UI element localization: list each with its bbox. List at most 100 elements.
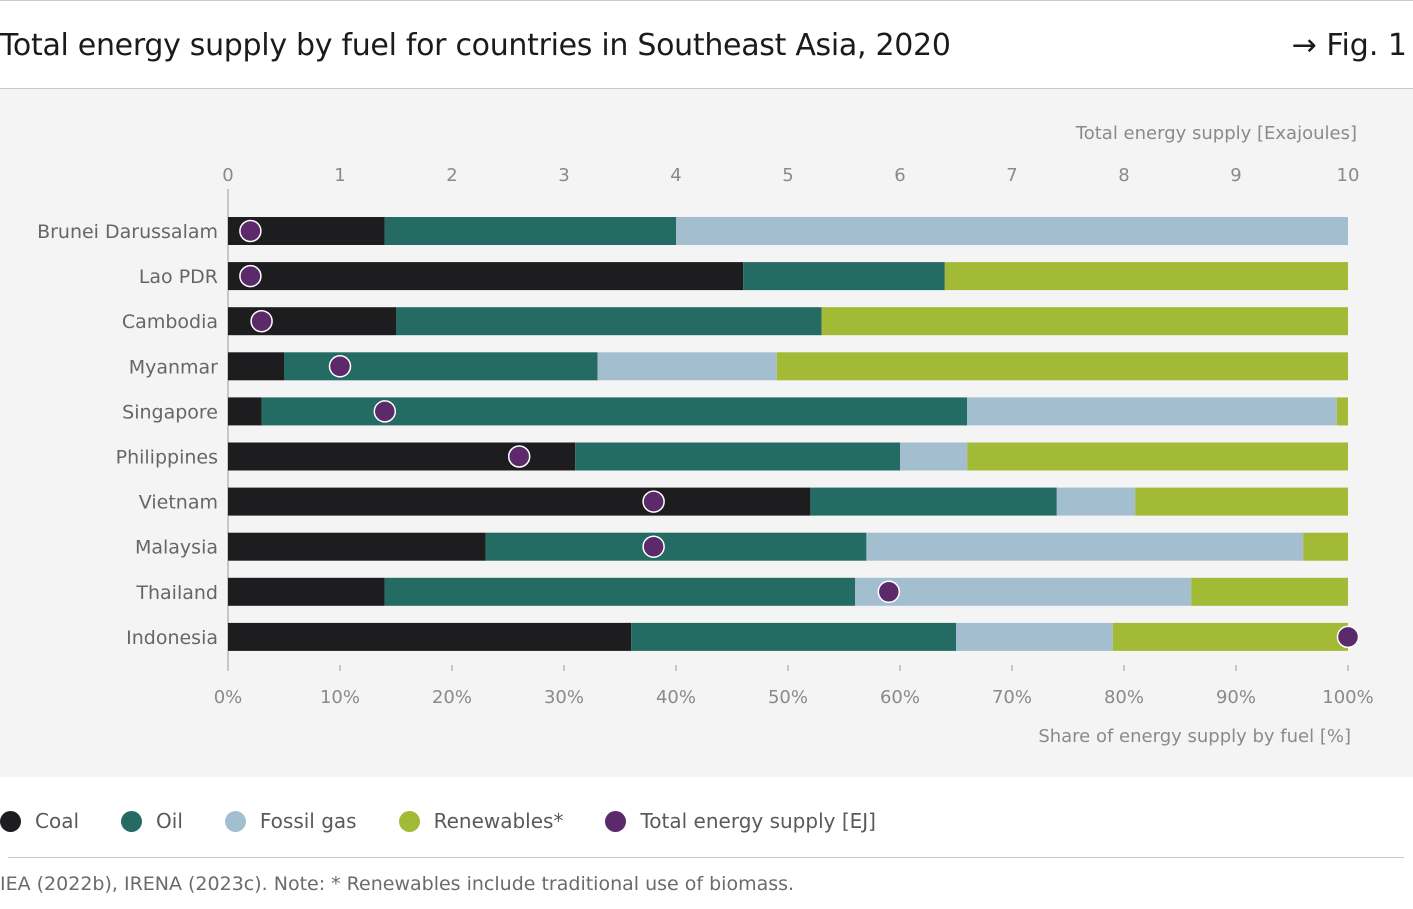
bar-oil-indonesia <box>631 622 956 651</box>
category-label: Malaysia <box>135 537 218 559</box>
legend-item-coal: Coal <box>0 809 79 833</box>
legend-label: Fossil gas <box>259 809 357 833</box>
bottom-tick-label: 0% <box>214 687 243 708</box>
top-tick-label: 4 <box>670 165 681 186</box>
legend-item-renewables: Renewables* <box>398 809 564 833</box>
legend-item-total-energy-supply-ej: Total energy supply [EJ] <box>605 809 876 833</box>
bar-fossil-gas-philippines <box>900 442 968 471</box>
bar-oil-lao-pdr <box>743 262 945 291</box>
top-rule <box>0 0 1413 1</box>
bar-fossil-gas-myanmar <box>597 352 777 381</box>
bar-renewables-thailand <box>1191 577 1348 606</box>
legend-item-oil: Oil <box>121 809 183 833</box>
bar-oil-malaysia <box>485 532 867 561</box>
top-tick-label: 9 <box>1230 165 1241 186</box>
total-supply-point-cambodia <box>250 309 273 333</box>
bar-coal-myanmar <box>228 352 284 381</box>
bar-fossil-gas-vietnam <box>1056 487 1136 516</box>
top-tick-label: 8 <box>1118 165 1129 186</box>
bar-oil-philippines <box>575 442 900 471</box>
top-tick-label: 3 <box>558 165 569 186</box>
category-label: Myanmar <box>129 356 218 378</box>
bar-fossil-gas-indonesia <box>956 622 1113 651</box>
bar-renewables-lao-pdr <box>944 262 1348 291</box>
total-supply-point-indonesia <box>1336 625 1360 649</box>
category-label: Lao PDR <box>139 266 218 288</box>
bar-fossil-gas-thailand <box>855 577 1192 606</box>
legend-label: Renewables* <box>433 809 564 833</box>
legend-swatch <box>224 810 246 832</box>
legend-label: Total energy supply [EJ] <box>640 809 876 833</box>
total-supply-point-philippines <box>507 445 531 468</box>
category-label: Vietnam <box>139 492 218 514</box>
bar-oil-brunei-darussalam <box>384 217 676 245</box>
header-rule <box>0 88 1413 89</box>
top-tick-label: 2 <box>446 165 457 186</box>
bar-fossil-gas-malaysia <box>866 532 1304 561</box>
total-supply-point-singapore <box>373 400 397 423</box>
legend-swatch <box>605 810 627 832</box>
total-supply-point-vietnam <box>642 490 665 513</box>
top-tick-label: 6 <box>894 165 905 186</box>
bar-renewables-cambodia <box>821 307 1348 336</box>
top-tick-label: 7 <box>1006 165 1017 186</box>
category-label: Indonesia <box>126 627 218 649</box>
bar-coal-singapore <box>228 397 262 426</box>
bottom-axis-title: Share of energy supply by fuel [%] <box>1038 726 1351 747</box>
bar-coal-lao-pdr <box>228 262 744 291</box>
legend: Coal Oil Fossil gas Renewables* Total energy… <box>0 803 918 839</box>
bottom-tick-label: 70% <box>992 687 1032 708</box>
legend-label: Coal <box>35 809 80 833</box>
top-tick-label: 0 <box>222 165 233 186</box>
top-tick-label: 10 <box>1337 165 1360 186</box>
bar-renewables-vietnam <box>1135 487 1348 516</box>
bar-fossil-gas-singapore <box>967 397 1337 426</box>
total-supply-point-brunei-darussalam <box>239 219 262 243</box>
bar-coal-malaysia <box>228 532 486 561</box>
bottom-tick-label: 30% <box>544 687 584 708</box>
category-label: Brunei Darussalam <box>37 221 218 243</box>
bar-coal-thailand <box>228 577 385 606</box>
bar-renewables-malaysia <box>1303 532 1348 561</box>
legend-label: Oil <box>156 809 183 833</box>
chart-panel <box>0 89 1413 777</box>
legend-item-fossil-gas: Fossil gas <box>224 809 357 833</box>
bottom-tick-label: 50% <box>768 687 808 708</box>
bar-coal-vietnam <box>228 487 811 516</box>
bottom-tick-label: 60% <box>880 687 920 708</box>
chart-title: Total energy supply by fuel for countrie… <box>0 28 951 63</box>
bottom-tick-label: 100% <box>1322 687 1373 708</box>
bar-renewables-indonesia <box>1112 622 1348 651</box>
legend-swatch <box>398 810 420 832</box>
total-supply-point-malaysia <box>642 535 665 558</box>
bar-oil-cambodia <box>396 307 822 336</box>
bar-oil-singapore <box>261 397 968 426</box>
bar-fossil-gas-brunei-darussalam <box>676 217 1348 245</box>
category-label: Cambodia <box>122 311 218 333</box>
category-label: Thailand <box>135 582 218 604</box>
top-axis-title: Total energy supply [Exajoules] <box>1075 123 1357 144</box>
bar-oil-thailand <box>384 577 856 606</box>
bar-coal-indonesia <box>228 622 632 651</box>
bottom-tick-label: 40% <box>656 687 696 708</box>
bottom-tick-label: 90% <box>1216 687 1256 708</box>
category-label: Philippines <box>116 447 218 469</box>
total-supply-point-thailand <box>877 580 901 604</box>
figure-label: → Fig. 1 <box>1291 28 1407 63</box>
legend-swatch <box>121 810 143 832</box>
top-tick-label: 5 <box>782 165 793 186</box>
bottom-tick-label: 80% <box>1104 687 1144 708</box>
bar-oil-vietnam <box>810 487 1057 516</box>
total-supply-point-lao-pdr <box>239 264 262 288</box>
legend-swatch <box>0 810 21 832</box>
bar-renewables-philippines <box>967 442 1348 471</box>
bar-renewables-singapore <box>1336 397 1348 426</box>
bottom-tick-label: 10% <box>320 687 360 708</box>
bar-renewables-myanmar <box>776 352 1348 381</box>
stacked-bar-chart: Total energy supply [Exajoules] Share of… <box>37 123 1374 747</box>
category-label: Singapore <box>122 401 218 423</box>
footer-rule <box>8 857 1404 858</box>
source-note: IEA (2022b), IRENA (2023c). Note: * Rene… <box>0 873 795 895</box>
total-supply-point-myanmar <box>328 355 352 378</box>
bottom-tick-label: 20% <box>432 687 472 708</box>
